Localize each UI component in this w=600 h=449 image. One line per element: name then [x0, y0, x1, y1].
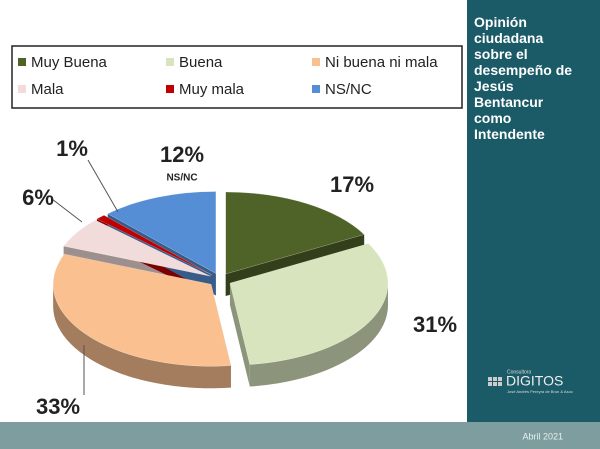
legend-label: Muy mala — [179, 81, 245, 98]
logo: Consultora DIGITOS José Andrés Pereyra d… — [488, 369, 573, 394]
slice-side — [229, 283, 250, 387]
pie-slice — [225, 191, 365, 275]
slice-side-shade — [53, 284, 231, 389]
data-label: 17% — [330, 172, 374, 197]
legend-label: NS/NC — [325, 81, 372, 98]
leader-line — [51, 198, 83, 223]
pie-slice — [63, 219, 211, 277]
legend — [11, 45, 463, 109]
legend-label: Muy Buena — [31, 54, 108, 71]
logo-icon — [493, 382, 497, 386]
legend-swatch — [18, 58, 26, 66]
logo-tagline: José Andrés Pereyra de Brun & Asoc — [507, 389, 573, 394]
slice-side-shade — [229, 283, 250, 387]
footer-date: Abril 2021 — [522, 431, 563, 441]
pie-slice — [107, 191, 217, 274]
slice-annotation: NS/NC — [166, 173, 197, 184]
data-label: 1% — [56, 136, 88, 161]
logo-name: DIGITOS — [506, 373, 563, 389]
chart-title: Opinión ciudadana sobre el desempeño de … — [474, 14, 573, 142]
logo-small: Consultora — [507, 369, 531, 375]
legend-swatch — [312, 58, 320, 66]
footer-bar — [0, 422, 600, 449]
legend-swatch — [18, 85, 26, 93]
title-panel — [467, 0, 600, 422]
legend-label: Mala — [31, 81, 64, 98]
legend-swatch — [312, 85, 320, 93]
logo-icon — [498, 382, 502, 386]
legend-swatch — [166, 85, 174, 93]
pie-slice — [229, 243, 389, 365]
data-label: 31% — [413, 312, 457, 337]
logo-icon — [498, 377, 502, 381]
pie-slice — [52, 253, 232, 367]
legend-label: Ni buena ni mala — [325, 54, 438, 71]
legend-swatch — [166, 58, 174, 66]
data-label: 12% — [160, 142, 204, 167]
pie-tops — [52, 191, 389, 367]
data-label: 6% — [22, 185, 54, 210]
slice-side — [249, 283, 388, 387]
logo-icon — [488, 377, 492, 381]
data-label: 33% — [36, 394, 80, 419]
logo-icon — [493, 377, 497, 381]
pie-slice — [96, 214, 213, 276]
logo-icon — [488, 382, 492, 386]
leader-line — [87, 159, 119, 213]
slice-side — [53, 284, 231, 389]
legend-label: Buena — [179, 54, 223, 71]
slice-side-shade — [249, 283, 388, 387]
